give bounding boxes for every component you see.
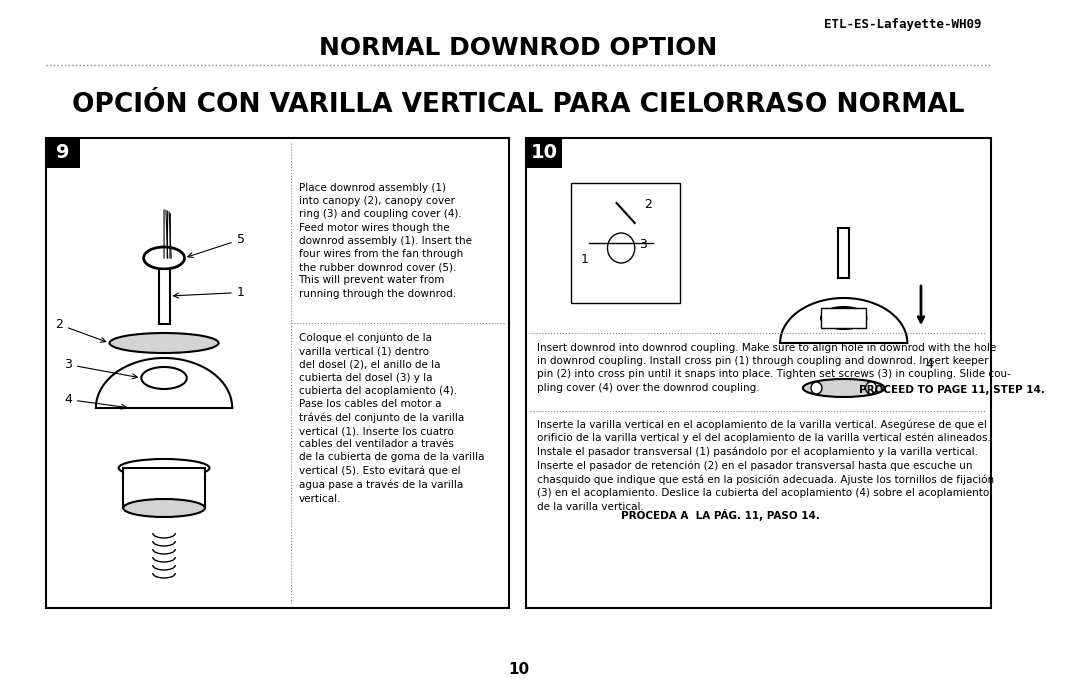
Text: 4: 4 [926,358,933,371]
Ellipse shape [141,367,187,389]
Text: 4: 4 [64,393,126,409]
Text: Place downrod assembly (1)
into canopy (2), canopy cover
ring (3) and coupling c: Place downrod assembly (1) into canopy (… [298,183,472,299]
Text: 2: 2 [55,318,106,342]
Bar [46,138,80,168]
Circle shape [607,233,635,263]
Text: 3: 3 [639,238,647,251]
Ellipse shape [144,247,185,269]
Bar [526,138,562,168]
Text: Inserte la varilla vertical en el acoplamiento de la varilla vertical. Asegúrese: Inserte la varilla vertical en el acopla… [537,419,994,512]
Bar [571,183,680,303]
Bar [123,468,205,508]
Text: 1: 1 [580,253,589,266]
Text: Coloque el conjunto de la
varilla vertical (1) dentro
del dosel (2), el anillo d: Coloque el conjunto de la varilla vertic… [298,333,484,503]
Ellipse shape [802,379,885,397]
Bar [159,269,170,324]
Text: PROCEDA A  LA PÁG. 11, PASO 14.: PROCEDA A LA PÁG. 11, PASO 14. [621,509,820,521]
Ellipse shape [109,333,218,353]
Text: NORMAL DOWNROD OPTION: NORMAL DOWNROD OPTION [320,36,717,60]
Bar [838,228,849,278]
Text: 2: 2 [644,198,651,211]
Text: 9: 9 [56,144,70,163]
Circle shape [865,382,877,394]
Ellipse shape [119,459,210,477]
Text: ETL-ES-Lafayette-WH09: ETL-ES-Lafayette-WH09 [824,18,982,31]
Text: 10: 10 [508,662,529,678]
Bar [526,138,991,608]
Ellipse shape [821,307,866,329]
Text: 10: 10 [530,144,557,163]
Text: 5: 5 [188,233,245,258]
Text: PROCEED TO PAGE 11, STEP 14.: PROCEED TO PAGE 11, STEP 14. [860,385,1045,395]
Text: 1: 1 [174,286,245,299]
Bar [46,138,510,608]
Text: OPCIÓN CON VARILLA VERTICAL PARA CIELORRASO NORMAL: OPCIÓN CON VARILLA VERTICAL PARA CIELORR… [72,92,964,118]
Bar [821,308,866,328]
Text: 3: 3 [64,358,137,379]
Text: Insert downrod into downrod coupling. Make sure to align hole in downrod with th: Insert downrod into downrod coupling. Ma… [537,343,1011,392]
Circle shape [811,382,822,394]
Ellipse shape [123,499,205,517]
